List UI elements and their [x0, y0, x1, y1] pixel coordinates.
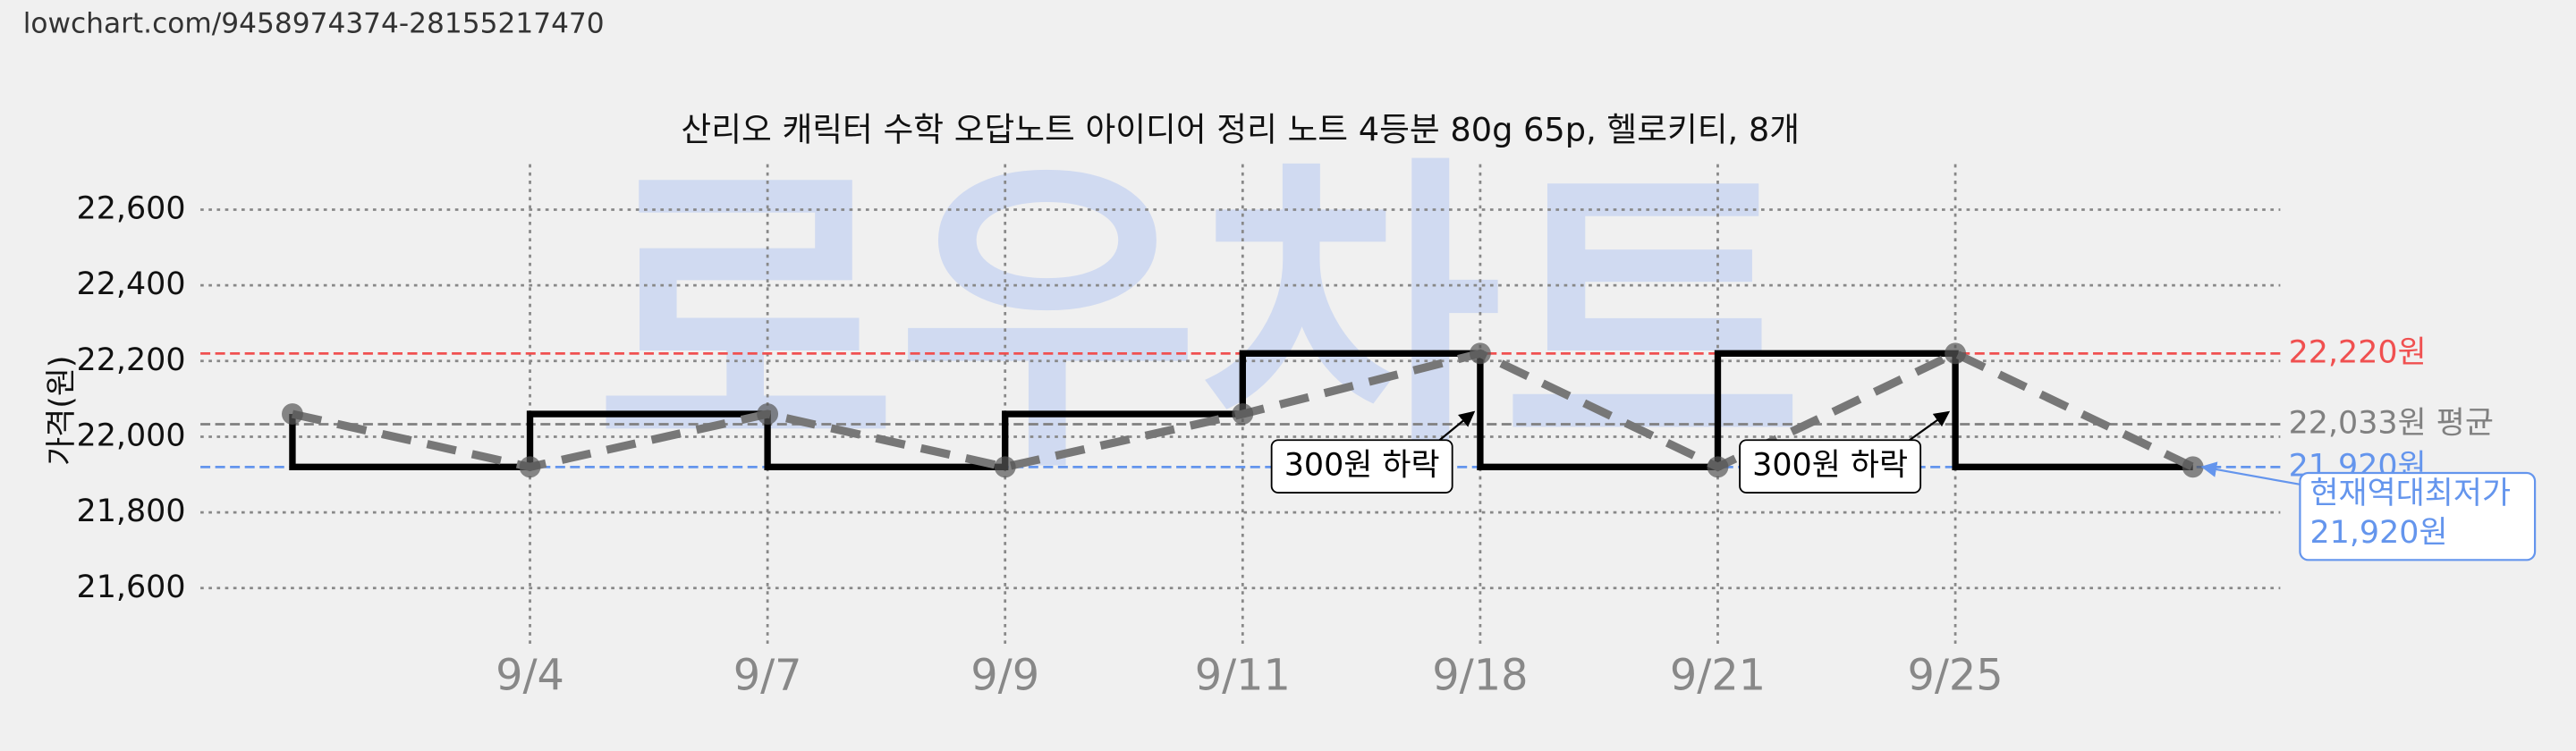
y-tick-label: 22,400	[77, 266, 186, 302]
point	[519, 456, 541, 478]
annotation-text: 300원 하락	[1284, 448, 1440, 484]
annotation-text: 300원 하락	[1752, 448, 1908, 484]
point	[994, 456, 1016, 478]
reference-label: 22,220원	[2289, 334, 2427, 370]
annotation-box	[1739, 439, 1922, 494]
watermark: 로우차트	[595, 130, 1804, 512]
y-tick-label: 22,600	[77, 190, 186, 226]
point	[1232, 403, 1254, 425]
y-tick-label: 21,600	[77, 570, 186, 605]
x-tick-label: 9/4	[496, 652, 564, 701]
annotation-box	[1270, 439, 1453, 494]
y-axis-label: 가격(원)	[44, 355, 80, 465]
chart-title: 산리오 캐릭터 수학 오답노트 아이디어 정리 노트 4등분 80g 65p, …	[681, 110, 1800, 148]
reference-label: 22,033원 평균	[2289, 405, 2494, 441]
callout-box	[2299, 471, 2537, 561]
x-tick-label: 9/18	[1432, 652, 1528, 701]
y-tick-label: 22,000	[77, 418, 186, 453]
x-tick-label: 9/9	[970, 652, 1039, 701]
y-tick-label: 21,800	[77, 494, 186, 529]
point	[1945, 342, 1967, 365]
url: lowchart.com/9458974374-28155217470	[23, 8, 605, 40]
point	[1469, 342, 1491, 365]
callout-text: 현재역대최저가	[2309, 476, 2511, 511]
point	[2182, 456, 2204, 478]
callout-text: 21,920원	[2309, 515, 2447, 551]
callout-arrow	[2200, 461, 2301, 485]
x-tick-label: 9/7	[733, 652, 802, 701]
x-tick-label: 9/21	[1670, 652, 1766, 701]
x-tick-label: 9/25	[1907, 652, 2003, 701]
y-tick-label: 22,200	[77, 342, 186, 378]
x-tick-label: 9/11	[1195, 652, 1291, 701]
point	[757, 403, 779, 425]
point	[282, 403, 303, 425]
point	[1707, 456, 1729, 478]
